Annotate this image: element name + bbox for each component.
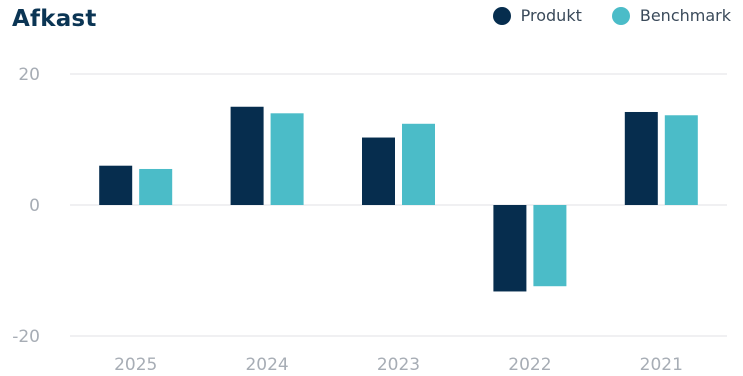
y-tick-label-0: 20	[18, 65, 40, 85]
bar-produkt-2024	[230, 106, 264, 205]
legend-label-benchmark: Benchmark	[639, 6, 731, 25]
x-tick-label-2023: 2023	[377, 355, 420, 375]
x-tick-label-2025: 2025	[114, 355, 157, 375]
bar-benchmark-2024	[270, 113, 304, 205]
bar-produkt-2025	[99, 165, 133, 205]
x-tick-label-2024: 2024	[245, 355, 288, 375]
chart-title: Afkast	[12, 6, 97, 32]
bar-produkt-2021	[624, 111, 658, 205]
bar-benchmark-2021	[664, 115, 698, 205]
bar-benchmark-2023	[402, 123, 435, 205]
legend-swatch-produkt	[492, 6, 511, 25]
bar-produkt-2022	[493, 205, 527, 292]
y-tick-label-2: -20	[12, 327, 40, 347]
bar-produkt-2023	[362, 137, 395, 205]
bar-benchmark-2025	[139, 168, 173, 205]
y-tick-label-1: 0	[29, 196, 40, 216]
legend-item-benchmark[interactable]: Benchmark	[611, 6, 731, 25]
legend-item-produkt[interactable]: Produkt	[492, 6, 582, 25]
x-tick-label-2021: 2021	[640, 355, 683, 375]
x-tick-label-2022: 2022	[508, 355, 551, 375]
legend-swatch-benchmark	[611, 6, 630, 25]
legend-label-produkt: Produkt	[520, 6, 582, 25]
legend: Produkt Benchmark	[492, 6, 731, 25]
bar-benchmark-2022	[533, 205, 567, 287]
